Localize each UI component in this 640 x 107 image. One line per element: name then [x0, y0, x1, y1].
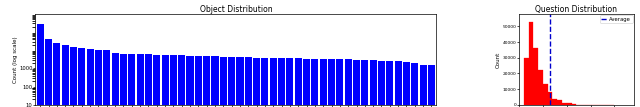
Bar — [543, 84, 548, 105]
Bar — [572, 104, 576, 105]
Bar — [120, 54, 127, 107]
Bar — [170, 55, 177, 107]
Bar — [53, 43, 60, 107]
Bar — [261, 58, 269, 107]
Bar — [311, 59, 319, 107]
Bar — [533, 48, 538, 105]
Bar — [428, 65, 435, 107]
Legend: Average: Average — [600, 15, 632, 23]
Bar — [161, 55, 168, 107]
Bar — [78, 48, 85, 107]
Bar — [86, 49, 93, 107]
Bar — [203, 56, 210, 107]
Bar — [345, 59, 352, 107]
Bar — [567, 103, 572, 105]
Bar — [552, 99, 557, 105]
Average — [546, 104, 554, 106]
Bar — [136, 54, 143, 107]
Bar — [395, 61, 402, 107]
Title: Question Distribution: Question Distribution — [535, 5, 618, 14]
Bar — [412, 63, 419, 107]
Bar — [153, 55, 160, 107]
Bar — [420, 65, 427, 107]
Y-axis label: Count (log scale): Count (log scale) — [13, 36, 17, 83]
Bar — [319, 59, 327, 107]
Bar — [562, 103, 567, 105]
Y-axis label: Count: Count — [496, 51, 501, 68]
Bar — [36, 25, 44, 107]
Bar — [403, 62, 410, 107]
Bar — [236, 57, 243, 107]
Bar — [328, 59, 335, 107]
Bar — [378, 61, 385, 107]
Bar — [548, 92, 552, 105]
Bar — [370, 60, 377, 107]
Bar — [524, 58, 529, 105]
Bar — [278, 58, 285, 107]
Bar — [529, 22, 533, 105]
Bar — [253, 58, 260, 107]
Bar — [244, 57, 252, 107]
Bar — [195, 56, 202, 107]
Bar — [178, 55, 185, 107]
Bar — [387, 61, 394, 107]
Bar — [538, 70, 543, 105]
Bar — [211, 56, 218, 107]
Bar — [353, 60, 360, 107]
Bar — [111, 53, 118, 107]
Bar — [103, 50, 110, 107]
Bar — [337, 59, 344, 107]
Bar — [145, 54, 152, 107]
Bar — [220, 57, 227, 107]
Bar — [294, 58, 302, 107]
Bar — [61, 45, 68, 107]
Bar — [70, 47, 77, 107]
Bar — [362, 60, 369, 107]
Bar — [286, 58, 294, 107]
Bar — [303, 59, 310, 107]
Title: Object Distribution: Object Distribution — [200, 5, 272, 14]
Bar — [557, 100, 562, 105]
Bar — [128, 54, 135, 107]
Bar — [186, 56, 193, 107]
Bar — [228, 57, 235, 107]
Average — [546, 104, 554, 106]
Bar — [45, 39, 52, 107]
Bar — [95, 50, 102, 107]
Bar — [269, 58, 277, 107]
